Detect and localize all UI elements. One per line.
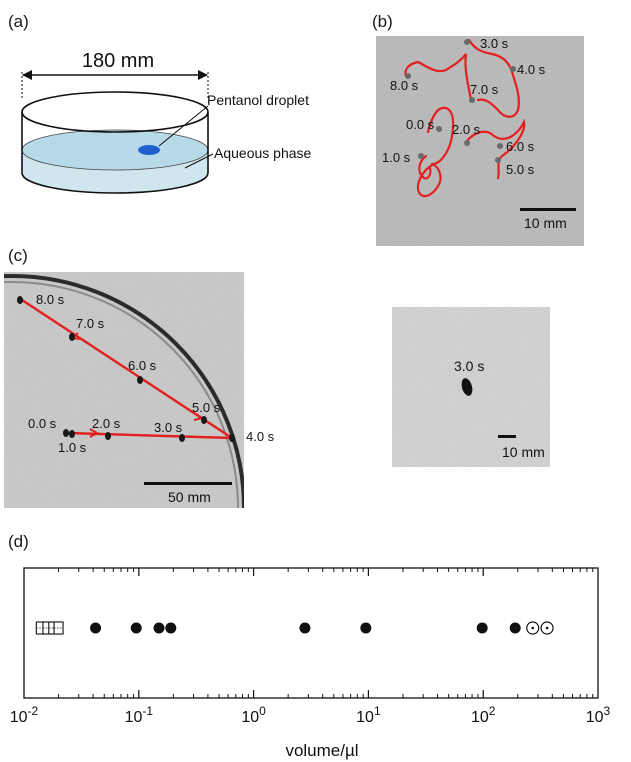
x-axis-label: volume/µl: [285, 741, 358, 760]
inset-photo: 3.0 s 10 mm: [392, 307, 550, 467]
inset-scale-label: 10 mm: [502, 444, 545, 460]
b-time-1: 1.0 s: [382, 150, 411, 165]
data-point-filled: [299, 622, 311, 634]
c-time-2: 2.0 s: [92, 416, 121, 431]
x-tick-label: 101: [356, 704, 381, 726]
b-scale-bar: [520, 208, 576, 211]
b-time-3: 3.0 s: [480, 36, 509, 51]
data-point-filled: [360, 622, 372, 634]
c-time-0: 0.0 s: [28, 416, 57, 431]
c-time-3: 3.0 s: [154, 420, 183, 435]
plot-frame: [23, 567, 599, 699]
c-scale-label: 50 mm: [168, 489, 211, 505]
panel-a-label: (a): [8, 12, 29, 31]
c-time-7: 7.0 s: [76, 316, 105, 331]
data-point-filled: [509, 622, 521, 634]
b-time-5: 5.0 s: [506, 162, 535, 177]
x-tick-label: 103: [586, 704, 611, 726]
x-tick-label: 10-2: [10, 704, 39, 726]
c-time-6: 6.0 s: [128, 358, 157, 373]
c-time-5: 5.0 s: [192, 400, 221, 415]
c-time-4-outside: 4.0 s: [246, 429, 275, 444]
dimension-label: 180 mm: [82, 50, 154, 72]
c-time-8: 8.0 s: [36, 292, 65, 307]
x-tick-label: 10-1: [125, 704, 154, 726]
droplet-label: Pentanol droplet: [207, 92, 309, 108]
b-scale-label: 10 mm: [524, 215, 567, 231]
data-point-filled: [476, 622, 488, 634]
b-time-4: 4.0 s: [517, 62, 546, 77]
data-point-filled: [130, 622, 142, 634]
inset-time: 3.0 s: [454, 358, 484, 374]
panel-b-photo: 0.0 s 1.0 s 2.0 s 3.0 s 4.0 s 5.0 s 6.0 …: [376, 36, 584, 246]
c-scale-bar: [144, 482, 232, 485]
data-point-filled: [153, 622, 165, 634]
x-tick-label: 100: [241, 704, 266, 726]
x-tick-label: 102: [471, 704, 496, 726]
volume-chart: 10-2 10-1 100 101 102 103 volume/µl: [10, 567, 611, 760]
inset-scale-bar: [498, 435, 516, 438]
pentanol-droplet: [138, 145, 160, 155]
data-point-filled: [90, 622, 102, 634]
b-time-6: 6.0 s: [506, 139, 535, 154]
inset-droplet: [461, 378, 473, 396]
b-time-2: 2.0 s: [452, 122, 481, 137]
panel-c-photo: 0.0 s 1.0 s 2.0 s 3.0 s 4.0 s 5.0 s 6.0 …: [4, 272, 244, 508]
data-point-filled: [165, 622, 177, 634]
panel-b-label: (b): [372, 12, 393, 31]
b-time-0: 0.0 s: [406, 117, 435, 132]
b-time-7: 7.0 s: [470, 82, 499, 97]
petri-dish-schematic: 180 mm Pentanol droplet Aqueous phase: [21, 50, 312, 194]
data-point-dot-center: [545, 626, 549, 630]
data-point-dot-center: [531, 626, 535, 630]
b-time-8: 8.0 s: [390, 78, 419, 93]
phase-label: Aqueous phase: [214, 145, 312, 161]
c-time-1: 1.0 s: [58, 440, 87, 455]
panel-d-label: (d): [8, 532, 29, 551]
panel-c-label: (c): [8, 246, 28, 265]
